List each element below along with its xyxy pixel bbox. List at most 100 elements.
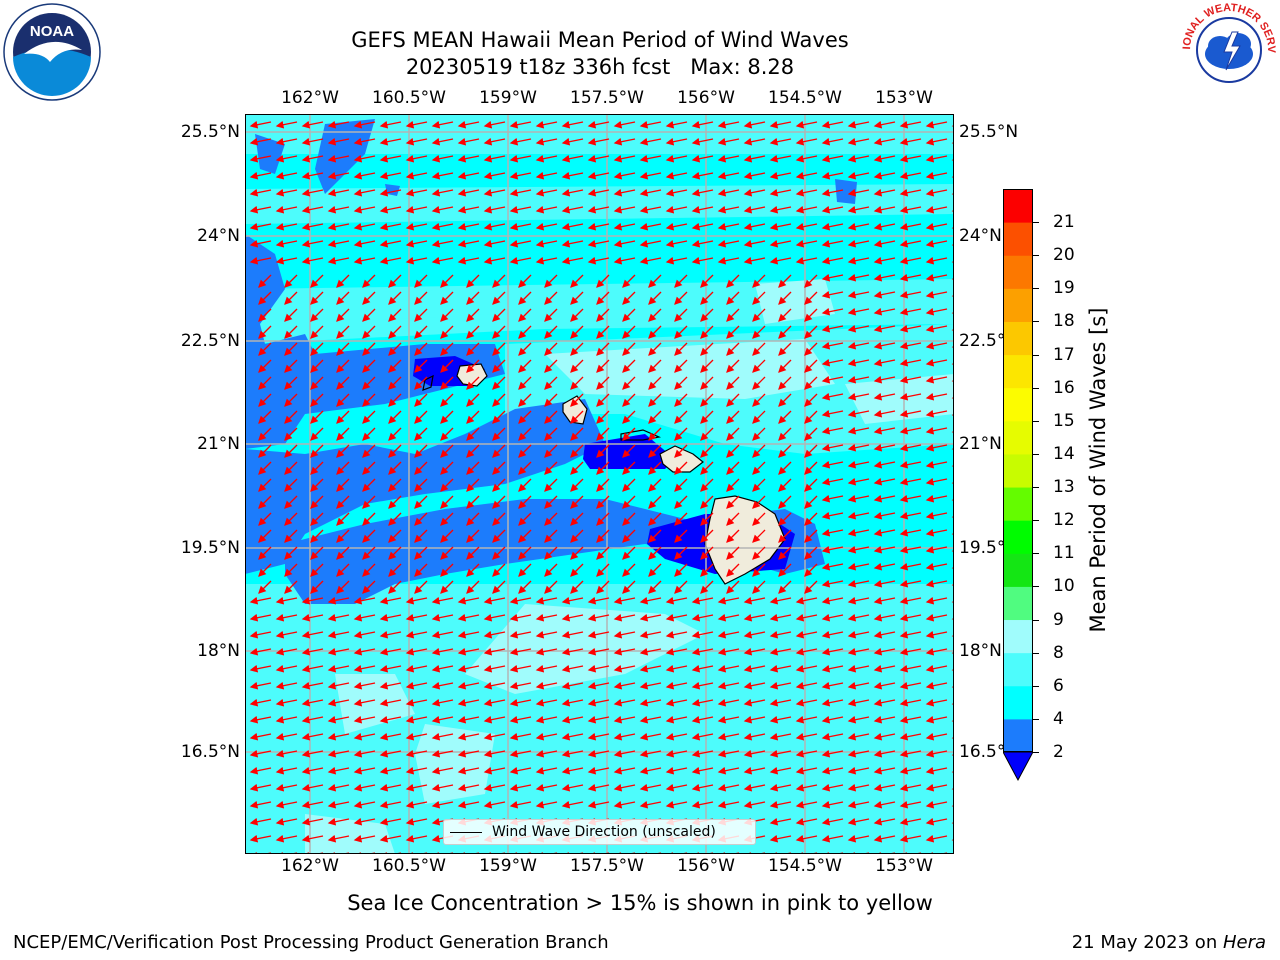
wind-wave-arrow [509,681,532,690]
wind-wave-arrow [821,426,844,435]
wind-wave-arrow [275,137,298,146]
wind-wave-arrow [665,239,688,248]
wind-wave-arrow [648,461,662,475]
wind-wave-arrow [379,239,402,248]
wind-wave-arrow [639,715,662,724]
colorbar-tick-mark [1033,553,1039,555]
wind-wave-arrow [353,715,376,724]
wind-wave-arrow [700,342,714,356]
wind-wave-arrow [778,393,792,407]
chart-title-line1: GEFS MEAN Hawaii Mean Period of Wind Wav… [351,28,849,52]
wind-wave-arrow [570,495,584,509]
wind-wave-arrow [284,580,298,594]
colorbar-segment [1003,453,1033,488]
wind-wave-arrow [778,563,792,577]
wind-wave-arrow [405,596,428,605]
wind-wave-arrow [388,495,402,509]
wind-wave-arrow [873,834,896,843]
wind-wave-arrow [899,494,922,503]
wind-wave-arrow [622,359,636,373]
wind-wave-arrow [648,512,662,526]
colorbar-tick-label: 19 [1053,278,1075,299]
wind-wave-arrow [847,239,870,248]
wind-wave-arrow [587,800,610,809]
wind-wave-arrow [509,256,532,265]
wind-wave-arrow [769,698,792,707]
wind-wave-arrow [899,545,922,554]
wind-wave-arrow [483,647,506,656]
wind-wave-arrow [414,410,428,424]
wind-wave-arrow [717,800,740,809]
wind-wave-arrow [570,427,584,441]
wind-wave-arrow [440,444,454,458]
wind-wave-arrow [752,444,766,458]
wind-wave-arrow [249,681,272,690]
wind-wave-arrow [873,324,896,333]
wind-wave-arrow [795,749,818,758]
wind-wave-arrow [587,664,610,673]
wind-wave-arrow [717,732,740,741]
wind-wave-arrow [353,783,376,792]
wind-wave-arrow [726,393,740,407]
wind-wave-arrow [899,290,922,299]
wind-wave-arrow [301,239,324,248]
wind-wave-arrow [674,291,688,305]
wind-wave-arrow [674,342,688,356]
wind-wave-arrow [518,478,532,492]
wind-wave-arrow [925,205,948,214]
wind-wave-arrow [466,359,480,373]
wind-wave-arrow [665,171,688,180]
wind-wave-arrow [873,596,896,605]
wind-wave-arrow [379,613,402,622]
wind-wave-arrow [925,715,948,724]
wind-wave-arrow [457,222,480,231]
wind-wave-arrow [466,376,480,390]
wind-wave-arrow [743,596,766,605]
wind-wave-arrow [596,359,610,373]
wind-wave-arrow [899,222,922,231]
colorbar-title: Mean Period of Wind Waves [s] [1086,307,1110,633]
wind-wave-arrow [752,546,766,560]
wind-wave-arrow [691,749,714,758]
wind-wave-arrow [561,613,584,622]
wind-wave-arrow [327,715,350,724]
wind-wave-arrow [587,596,610,605]
wind-wave-arrow [821,732,844,741]
wind-wave-arrow [327,239,350,248]
wind-wave-arrow [336,342,350,356]
wind-wave-arrow [743,256,766,265]
wind-wave-arrow [752,359,766,373]
colorbar-tick-mark [1033,255,1039,257]
wind-wave-arrow [899,443,922,452]
wind-wave-arrow [873,188,896,197]
wind-wave-arrow [925,647,948,656]
wind-wave-arrow [535,732,558,741]
lon-tick-top: 157.5°W [570,88,644,108]
wind-wave-arrow [466,529,480,543]
wind-wave-arrow [873,732,896,741]
wind-wave-arrow [431,749,454,758]
wind-wave-arrow [769,596,792,605]
wind-wave-arrow [535,256,558,265]
wind-wave-arrow [440,308,454,322]
wind-wave-arrow [925,154,948,163]
wind-wave-arrow [691,256,714,265]
wind-wave-arrow [847,222,870,231]
wind-wave-arrow [821,630,844,639]
wind-wave-arrow [509,596,532,605]
wind-wave-arrow [535,715,558,724]
wind-wave-arrow [483,120,506,129]
wind-wave-arrow [778,291,792,305]
wind-wave-arrow [847,358,870,367]
colorbar-tick-label: 18 [1053,311,1075,332]
wind-wave-arrow [795,681,818,690]
wind-wave-arrow [353,732,376,741]
wind-wave-arrow [440,325,454,339]
wind-wave-arrow [301,120,324,129]
wind-wave-arrow [925,596,948,605]
wind-wave-arrow [700,291,714,305]
wind-wave-arrow [518,580,532,594]
wind-wave-arrow [700,410,714,424]
wind-wave-arrow [362,393,376,407]
wind-wave-arrow [561,596,584,605]
